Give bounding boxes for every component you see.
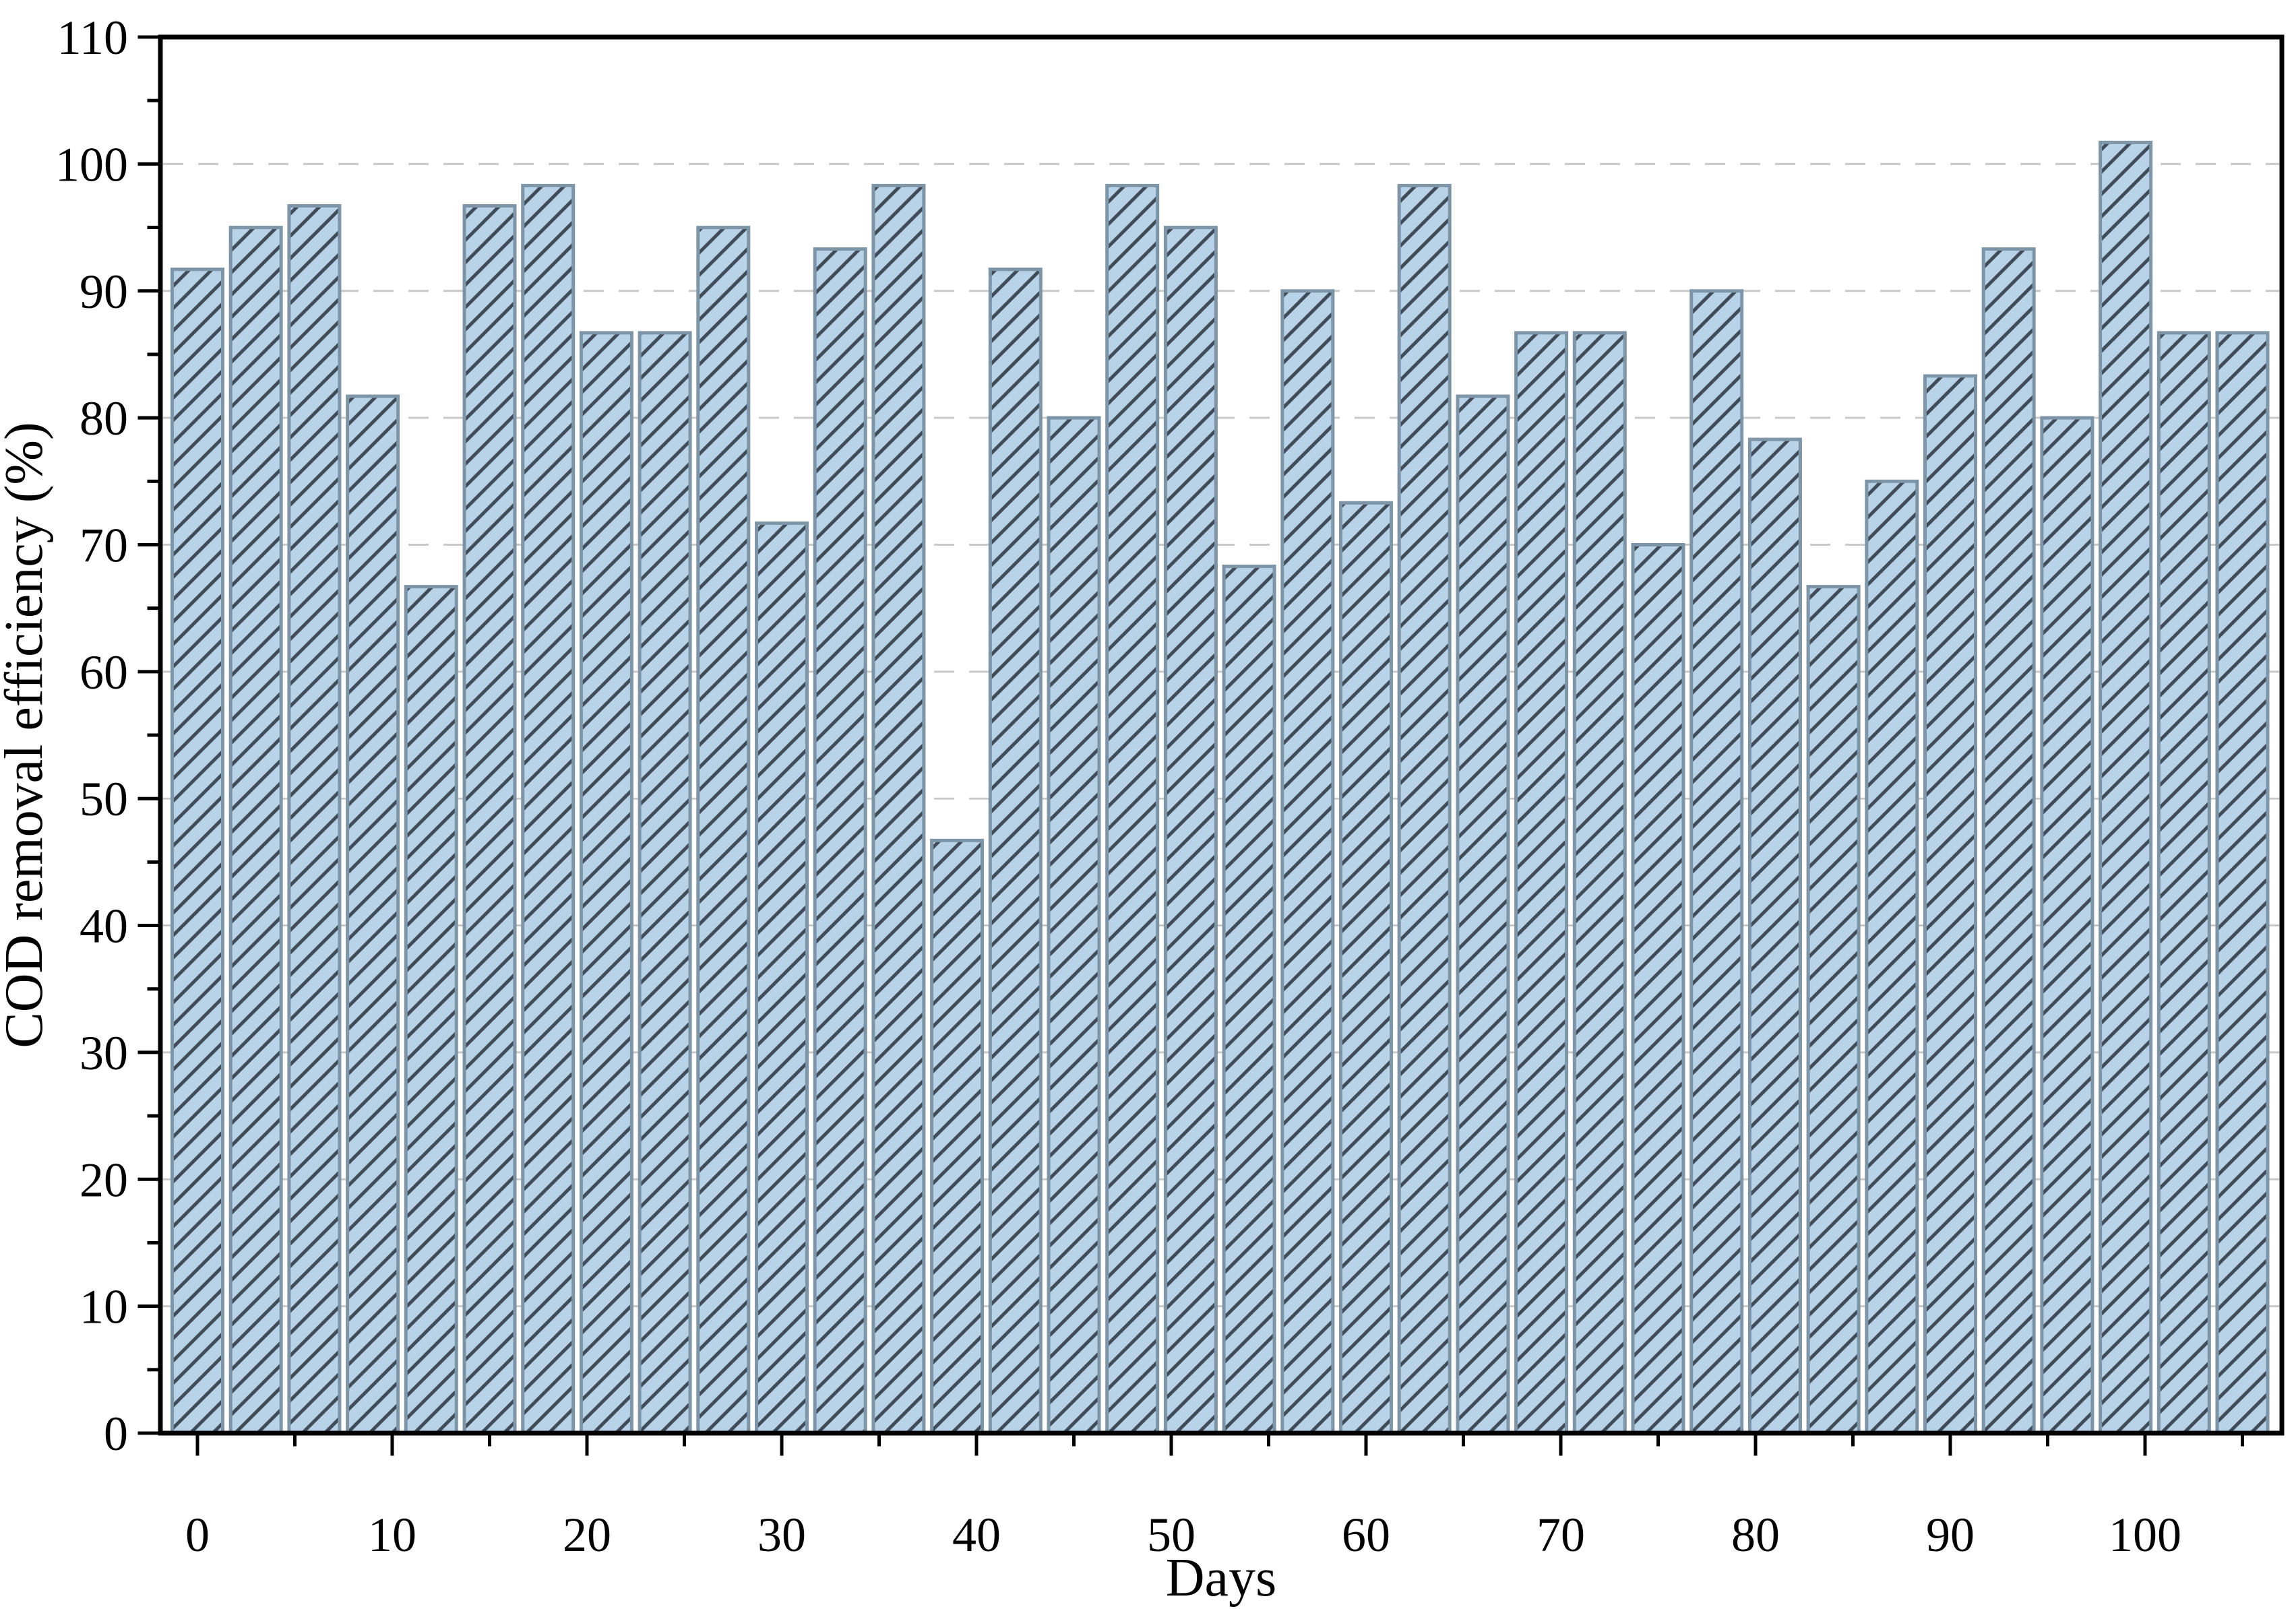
x-tick-label: 0	[185, 1508, 210, 1562]
x-axis-title: Days	[1166, 1548, 1276, 1608]
bar	[1806, 585, 1861, 1435]
bar	[2157, 331, 2211, 1435]
x-tick-label: 40	[952, 1508, 1001, 1562]
plot-frame	[158, 34, 2285, 1436]
bar	[1280, 289, 1335, 1435]
bar	[696, 226, 751, 1435]
bar	[930, 838, 985, 1435]
y-tick-label: 60	[80, 645, 128, 699]
bar	[1456, 394, 1510, 1435]
y-tick-label: 90	[80, 265, 128, 319]
bar	[521, 183, 576, 1435]
x-tick-label: 50	[1147, 1508, 1196, 1562]
x-tick-label: 60	[1342, 1508, 1390, 1562]
y-tick-label: 40	[80, 900, 128, 953]
bar	[1923, 374, 1977, 1435]
bar	[1339, 501, 1393, 1435]
y-tick-label: 0	[104, 1407, 128, 1461]
x-tick-label: 10	[368, 1508, 416, 1562]
bar	[1981, 247, 2036, 1435]
y-tick-label: 70	[80, 518, 128, 572]
bar	[1222, 565, 1276, 1435]
y-tick-label: 20	[80, 1153, 128, 1207]
bar	[988, 267, 1043, 1435]
x-tick-label: 70	[1537, 1508, 1585, 1562]
bar	[1047, 416, 1101, 1435]
bar	[462, 204, 517, 1435]
bar	[1572, 331, 1627, 1435]
y-axis-title: COD removal efficiency (%)	[0, 422, 54, 1048]
x-tick-label: 80	[1731, 1508, 1780, 1562]
plot-frame-layer	[158, 34, 2285, 1436]
bar	[871, 183, 926, 1435]
axis-ticks-layer	[137, 35, 2244, 1456]
bar	[1631, 542, 1685, 1435]
bar	[2099, 140, 2153, 1435]
bar	[813, 247, 867, 1435]
bars-layer	[170, 140, 2270, 1435]
x-tick-label: 90	[1926, 1508, 1975, 1562]
bar	[1105, 183, 1160, 1435]
bar	[287, 204, 342, 1435]
bar	[346, 394, 400, 1435]
x-tick-label: 20	[563, 1508, 611, 1562]
y-tick-label: 30	[80, 1026, 128, 1080]
y-tick-label: 50	[80, 772, 128, 826]
bar	[404, 585, 458, 1435]
bar	[1689, 289, 1744, 1435]
y-tick-label: 100	[55, 137, 128, 191]
bar	[579, 331, 633, 1435]
x-tick-label: 100	[2109, 1508, 2181, 1562]
bar	[2215, 331, 2270, 1435]
x-tick-label: 30	[757, 1508, 806, 1562]
bar	[1514, 331, 1569, 1435]
y-tick-label: 10	[80, 1280, 128, 1334]
bar	[755, 521, 809, 1435]
bar	[228, 226, 283, 1435]
bar	[638, 331, 692, 1435]
bar	[1397, 183, 1452, 1435]
tick-labels-layer: 0 10 20 30 40 50 60 70 80 90 100 0 10 20 30 40 50 60 70 80 9…	[55, 11, 2181, 1562]
y-tick-label: 110	[57, 11, 128, 65]
bar	[1747, 437, 1802, 1435]
bar	[2040, 416, 2095, 1435]
bar	[170, 267, 224, 1435]
bar	[1163, 226, 1218, 1435]
y-tick-label: 80	[80, 391, 128, 445]
bar	[1865, 479, 1919, 1435]
